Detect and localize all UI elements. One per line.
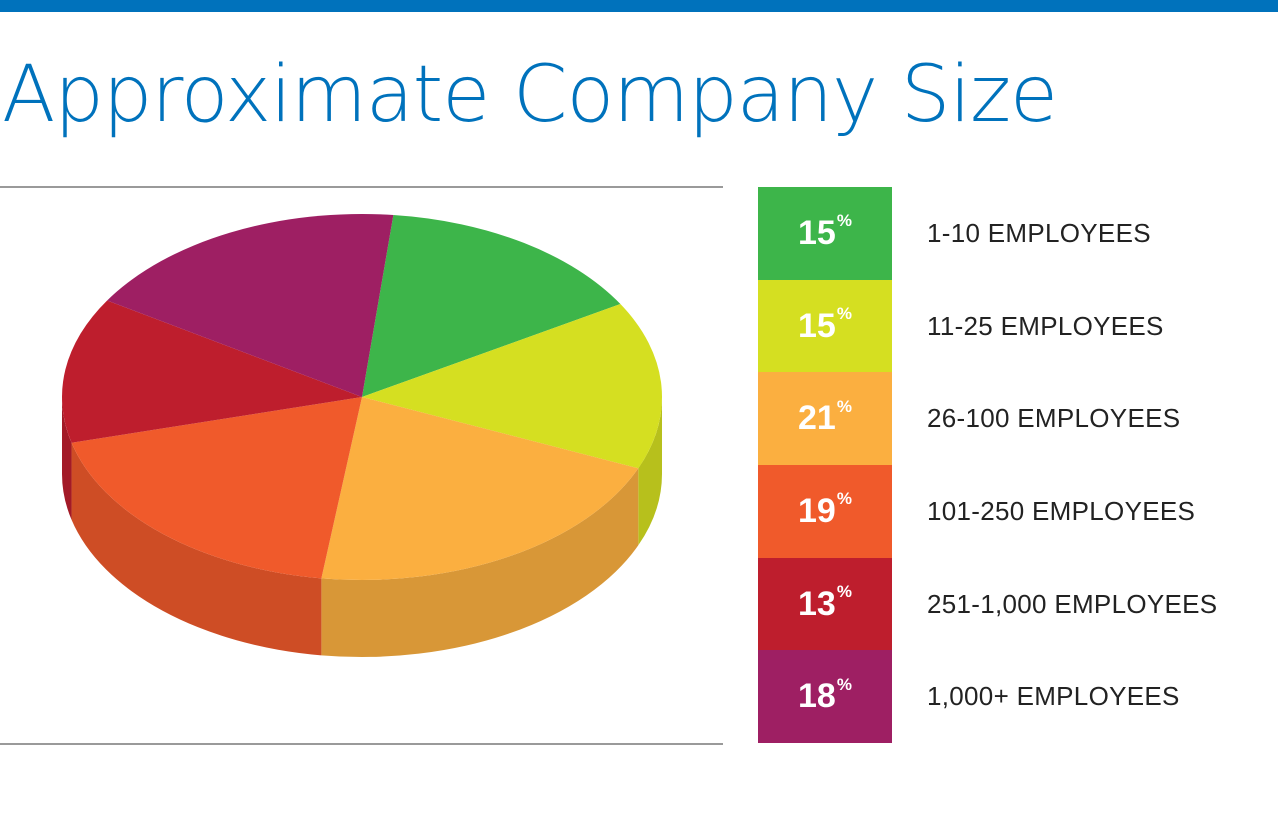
pie-slice	[362, 304, 662, 469]
legend-percent-symbol: %	[836, 211, 852, 231]
pie-slice	[71, 397, 362, 579]
chart-legend: 15% 1-10 EMPLOYEES 15% 11-25 EMPLOYEES 21% 26…	[758, 187, 1258, 744]
legend-label: 101-250 EMPLOYEES	[927, 495, 1196, 526]
legend-percent-value: 15	[798, 306, 836, 345]
legend-percent-value: 21	[798, 399, 836, 438]
legend-percent-value: 19	[798, 491, 836, 530]
legend-percent-value: 18	[798, 677, 836, 716]
legend-label: 1,000+ EMPLOYEES	[927, 681, 1180, 712]
legend-swatch: 15%	[758, 279, 892, 373]
legend-label: 251-1,000 EMPLOYEES	[927, 588, 1218, 619]
pie-slice	[62, 300, 363, 443]
pie-slice	[321, 397, 639, 580]
legend-row: 13% 251-1,000 EMPLOYEES	[758, 557, 1258, 651]
page-title: Approximate Company Size	[2, 50, 1058, 140]
pie-chart	[62, 214, 662, 657]
pie-slice	[107, 214, 394, 397]
legend-percent-value: 13	[798, 584, 836, 623]
bottom-divider	[0, 743, 723, 745]
legend-label: 1-10 EMPLOYEES	[927, 217, 1151, 248]
pie-top-faces	[62, 214, 662, 580]
legend-row: 19% 101-250 EMPLOYEES	[758, 465, 1258, 558]
legend-label: 11-25 EMPLOYEES	[927, 310, 1164, 341]
pie-slice	[362, 215, 621, 397]
legend-swatch: 13%	[758, 557, 892, 651]
legend-percent-symbol: %	[836, 489, 852, 509]
pie-slice-side	[638, 397, 662, 546]
legend-swatch: 19%	[758, 465, 892, 558]
pie-slice-side	[62, 397, 72, 520]
legend-percent-symbol: %	[836, 396, 852, 416]
legend-percent-symbol: %	[836, 304, 852, 324]
top-divider	[0, 186, 723, 188]
legend-percent-symbol: %	[836, 582, 852, 602]
legend-percent-symbol: %	[836, 674, 852, 694]
legend-swatch: 15%	[758, 187, 892, 280]
legend-swatch: 18%	[758, 650, 892, 744]
legend-row: 15% 1-10 EMPLOYEES	[758, 187, 1258, 280]
legend-row: 15% 11-25 EMPLOYEES	[758, 279, 1258, 373]
top-accent-bar	[0, 0, 1278, 12]
pie-side-walls	[62, 397, 662, 657]
legend-swatch: 21%	[758, 372, 892, 466]
legend-percent-value: 15	[798, 213, 836, 252]
legend-label: 26-100 EMPLOYEES	[927, 403, 1181, 434]
pie-slice-side	[71, 442, 322, 656]
legend-row: 21% 26-100 EMPLOYEES	[758, 372, 1258, 466]
pie-slice-side	[321, 468, 639, 657]
legend-row: 18% 1,000+ EMPLOYEES	[758, 650, 1258, 744]
